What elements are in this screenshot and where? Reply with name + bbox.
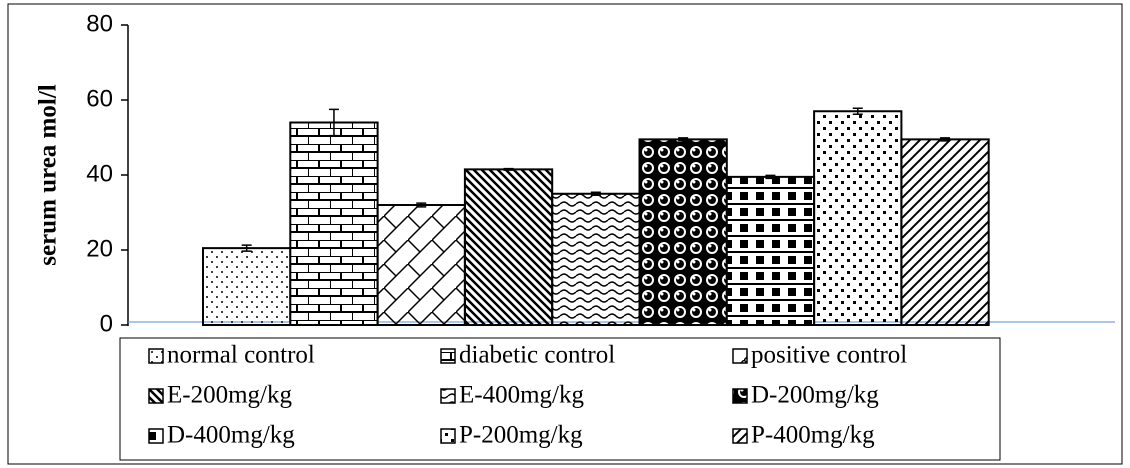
bar	[900, 138, 990, 326]
legend-label: P-400mg/kg	[751, 422, 875, 449]
error-bar	[852, 107, 863, 115]
legend-label: E-200mg/kg	[167, 382, 292, 409]
legend-swatch	[440, 348, 456, 364]
bar	[813, 110, 903, 326]
chart-border	[7, 3, 1123, 465]
error-bar	[328, 108, 339, 137]
legend-label: D-400mg/kg	[167, 422, 295, 449]
legend-label: diabetic control	[459, 342, 615, 369]
error-bar	[678, 137, 689, 142]
y-tick-label: 40	[86, 160, 113, 187]
legend-label: E-400mg/kg	[459, 382, 584, 409]
y-tick-label: 60	[86, 85, 113, 112]
y-axis-label: serum urea mol/l	[35, 84, 62, 266]
bar	[551, 192, 641, 326]
legend-swatch	[148, 428, 164, 444]
bar	[463, 168, 554, 326]
error-bar	[940, 137, 951, 142]
error-bar	[503, 167, 514, 171]
bar	[725, 175, 816, 326]
legend-swatch	[148, 388, 164, 404]
legend-label: positive control	[751, 342, 907, 369]
bar	[202, 247, 292, 326]
error-bar	[765, 174, 776, 180]
y-tick-label: 80	[86, 10, 113, 37]
y-tick-label: 20	[86, 235, 113, 262]
legend-swatch	[732, 388, 748, 404]
legend-label: D-200mg/kg	[751, 382, 879, 409]
bar	[376, 204, 466, 326]
legend-swatch	[440, 428, 456, 444]
error-bar	[416, 202, 427, 208]
legend-swatch	[732, 428, 748, 444]
bar	[289, 121, 379, 326]
bar	[638, 138, 728, 326]
error-bar	[241, 244, 252, 252]
legend-swatch	[440, 388, 456, 404]
error-bar	[590, 191, 601, 196]
legend-swatch	[148, 348, 164, 364]
legend-label: normal control	[167, 342, 315, 369]
legend-label: P-200mg/kg	[459, 422, 583, 449]
legend-swatch	[732, 348, 748, 364]
y-tick-label: 0	[100, 310, 113, 337]
legend	[119, 337, 1001, 461]
